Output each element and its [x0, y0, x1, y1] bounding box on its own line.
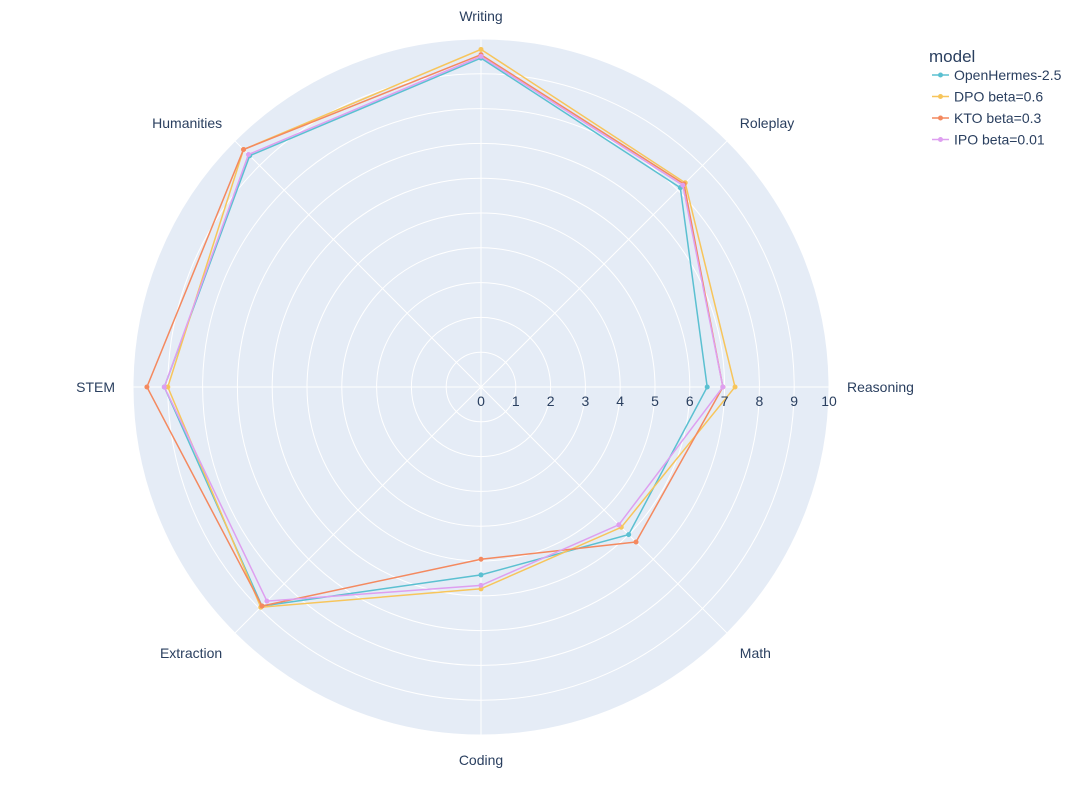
legend-swatch-marker — [938, 94, 943, 99]
legend-label: KTO beta=0.3 — [954, 110, 1042, 126]
data-point-coding[interactable] — [478, 586, 484, 592]
data-point-math[interactable] — [626, 532, 632, 538]
legend-title: model — [929, 47, 975, 66]
data-point-humanities[interactable] — [245, 151, 251, 157]
legend-label: DPO beta=0.6 — [954, 89, 1043, 105]
legend-label: OpenHermes-2.5 — [954, 67, 1062, 83]
angular-gridline — [234, 386, 482, 634]
radial-tick-labels: 0 1 2 3 4 5 6 7 8 9 10 — [477, 393, 837, 409]
data-point-reasoning[interactable] — [704, 384, 710, 390]
axis-label-stem: STEM — [76, 379, 115, 395]
legend-swatch-marker — [938, 115, 943, 121]
data-point-stem[interactable] — [144, 384, 150, 390]
data-point-math[interactable] — [616, 522, 622, 528]
legend-item-1[interactable]: DPO beta=0.6 — [932, 89, 1043, 105]
angular-gridline — [480, 386, 728, 634]
radial-tick-label: 6 — [686, 393, 694, 409]
radial-tick-label: 2 — [547, 393, 555, 409]
radial-tick-label: 5 — [651, 393, 659, 409]
data-point-stem[interactable] — [161, 384, 167, 390]
data-point-reasoning[interactable] — [720, 384, 726, 390]
data-point-extraction[interactable] — [264, 598, 270, 604]
axis-label-extraction: Extraction — [160, 645, 222, 661]
data-point-writing[interactable] — [478, 53, 484, 59]
data-point-stem[interactable] — [165, 384, 171, 390]
legend-swatch-marker — [938, 137, 943, 142]
legend[interactable]: model OpenHermes-2.5 DPO beta=0.6 KTO beta… — [929, 47, 1062, 148]
data-point-reasoning[interactable] — [732, 384, 738, 390]
legend-swatch-marker — [938, 72, 943, 78]
data-point-roleplay[interactable] — [680, 182, 686, 188]
axis-label-math: Math — [740, 645, 771, 661]
data-point-coding[interactable] — [478, 556, 484, 562]
data-point-coding[interactable] — [478, 582, 484, 588]
series-layer — [144, 46, 738, 610]
data-point-coding[interactable] — [478, 572, 484, 578]
angular-gridline — [234, 140, 482, 388]
radial-tick-label: 3 — [582, 393, 590, 409]
radial-tick-label: 7 — [721, 393, 729, 409]
angular-axis-labels: Writing Roleplay Reasoning Math Coding Extrac… — [76, 8, 914, 768]
data-point-humanities[interactable] — [241, 147, 247, 153]
radial-tick-label: 8 — [756, 393, 764, 409]
legend-item-3[interactable]: IPO beta=0.01 — [932, 132, 1045, 148]
radial-tick-label: 4 — [616, 393, 624, 409]
legend-item-0[interactable]: OpenHermes-2.5 — [932, 67, 1062, 83]
data-point-math[interactable] — [633, 539, 639, 545]
radial-tick-label: 10 — [821, 393, 837, 409]
series-3 — [161, 53, 726, 604]
radial-tick-label: 1 — [512, 393, 520, 409]
data-point-writing[interactable] — [478, 46, 484, 52]
axis-label-humanities: Humanities — [152, 115, 222, 131]
radial-tick-label: 0 — [477, 393, 485, 409]
axis-label-roleplay: Roleplay — [740, 115, 794, 131]
axis-label-reasoning: Reasoning — [847, 379, 914, 395]
radial-tick-label: 9 — [790, 393, 798, 409]
legend-item-2[interactable]: KTO beta=0.3 — [932, 110, 1042, 126]
axis-label-coding: Coding — [459, 752, 503, 768]
legend-label: IPO beta=0.01 — [954, 132, 1045, 148]
axis-label-writing: Writing — [459, 8, 502, 24]
data-point-extraction[interactable] — [259, 603, 265, 609]
